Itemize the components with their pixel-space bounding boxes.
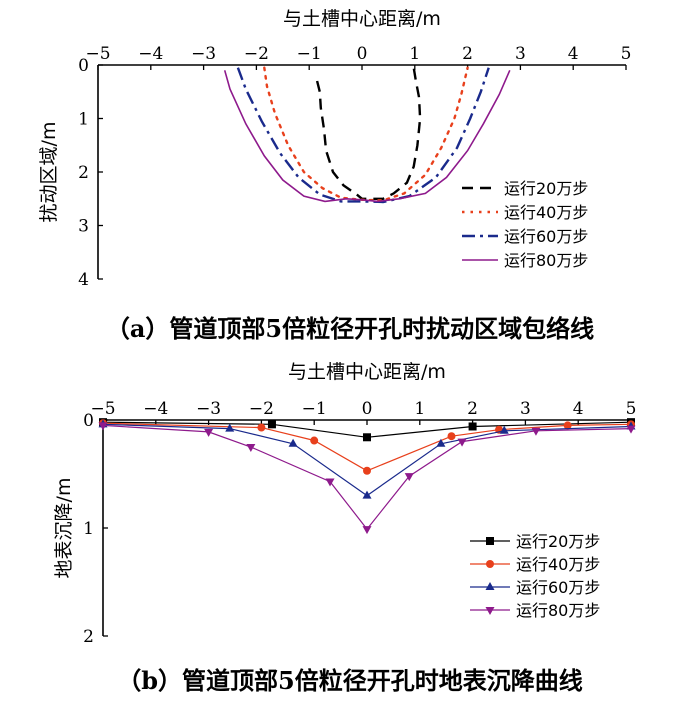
y-tick-label: 3 <box>78 217 89 237</box>
x-tick-label: 2 <box>467 399 478 419</box>
data-point <box>404 473 414 482</box>
x-axis-title: 与土槽中心距离/m <box>283 8 441 30</box>
data-point <box>267 420 276 429</box>
series-4 <box>98 422 636 535</box>
y-tick-label: 1 <box>83 519 94 539</box>
series-3 <box>236 67 490 204</box>
x-tick-label: −1 <box>302 399 327 419</box>
series-1 <box>315 67 422 200</box>
series-line <box>223 69 511 203</box>
x-tick-label: 5 <box>621 44 632 64</box>
data-point <box>310 436 319 445</box>
x-tick-label: −4 <box>143 399 168 419</box>
data-point <box>468 422 477 431</box>
x-tick-label: 5 <box>626 399 637 419</box>
data-point <box>362 490 372 499</box>
data-point <box>362 526 372 535</box>
panel-caption: （b）管道顶部5倍粒径开孔时地表沉降曲线 <box>117 666 582 695</box>
legend-marker <box>486 560 494 568</box>
y-tick-label: 1 <box>78 110 89 130</box>
data-point <box>531 427 541 436</box>
x-tick-label: −5 <box>90 399 115 419</box>
x-tick-label: −2 <box>249 399 274 419</box>
legend-label: 运行40万步 <box>516 555 600 574</box>
x-tick-label: −2 <box>244 44 269 64</box>
data-point <box>225 423 235 432</box>
data-point <box>257 423 266 432</box>
series-line <box>102 422 632 472</box>
legend-label: 运行20万步 <box>516 532 600 551</box>
x-tick-label: −1 <box>297 44 322 64</box>
x-tick-label: 4 <box>573 399 584 419</box>
x-tick-label: 2 <box>462 44 473 64</box>
data-point <box>499 425 509 434</box>
legend-label: 运行20万步 <box>504 179 588 198</box>
data-point <box>98 422 108 431</box>
panel-a: −5 −4 −3 −2 −1 0 1 2 3 4 5 0 1 2 3 4 与土槽中心距离/m 扰动区域/m （a）管… <box>38 8 631 343</box>
legend-label: 运行80万步 <box>516 601 600 620</box>
y-tick-label: 0 <box>83 411 94 431</box>
x-tick-label: −5 <box>85 44 110 64</box>
data-point <box>288 438 298 447</box>
data-point <box>325 478 335 487</box>
legend-label: 运行80万步 <box>504 251 588 270</box>
x-axis-title: 与土槽中心距离/m <box>288 361 446 383</box>
y-tick-label: 4 <box>78 270 89 290</box>
y-tick-label: 2 <box>78 163 89 183</box>
legend-label: 运行60万步 <box>504 227 588 246</box>
series-line <box>315 67 422 200</box>
x-tick-label: 1 <box>414 399 425 419</box>
panel-caption: （a）管道顶部5倍粒径开孔时扰动区域包络线 <box>106 314 594 343</box>
y-tick-label: 0 <box>78 56 89 76</box>
x-tick-label: 0 <box>357 44 368 64</box>
x-tick-label: 1 <box>409 44 420 64</box>
series-2 <box>263 66 469 202</box>
legend-marker <box>485 607 495 615</box>
x-tick-label: 3 <box>515 44 526 64</box>
x-tick-label: 0 <box>362 399 373 419</box>
x-tick-label: 4 <box>568 44 579 64</box>
y-tick-label: 2 <box>83 627 94 647</box>
series-line <box>236 67 490 204</box>
x-tick-label: 3 <box>520 399 531 419</box>
legend-label: 运行40万步 <box>504 203 588 222</box>
series-3 <box>98 419 636 499</box>
y-axis-title: 地表沉降/m <box>53 478 75 579</box>
legend-marker <box>485 582 495 590</box>
x-tick-label: −3 <box>191 44 216 64</box>
data-point <box>246 444 256 452</box>
data-point <box>626 425 636 434</box>
data-point <box>447 432 456 441</box>
data-point <box>363 466 371 475</box>
data-point <box>363 433 371 442</box>
legend-label: 运行60万步 <box>516 578 600 597</box>
x-tick-label: −4 <box>138 44 163 64</box>
series-2 <box>99 419 635 475</box>
data-point <box>457 438 467 447</box>
legend-marker <box>486 537 494 545</box>
y-axis-title: 扰动区域/m <box>38 122 60 223</box>
x-tick-label: −3 <box>196 399 221 419</box>
panel-b: −5 −4 −3 −2 −1 0 1 2 3 4 5 0 1 2 与土槽中心距离/m 地表沉降/m （b）管道顶… <box>53 361 636 695</box>
data-point <box>204 428 214 437</box>
data-point <box>563 421 572 430</box>
data-point <box>436 438 446 447</box>
series-line <box>263 66 469 202</box>
series-4 <box>223 69 511 203</box>
